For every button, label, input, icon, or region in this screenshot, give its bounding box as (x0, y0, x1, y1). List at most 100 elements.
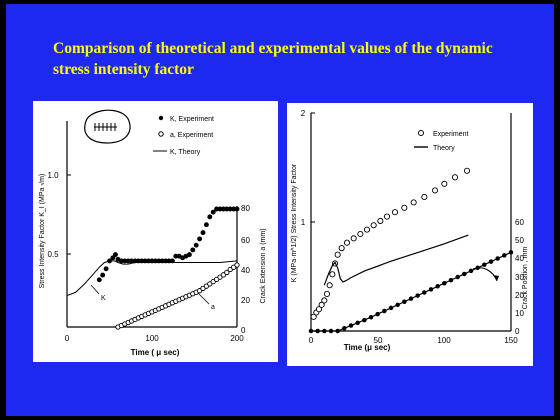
data-point-filled (402, 299, 407, 305)
data-point-filled (482, 262, 487, 267)
data-point-open (338, 245, 345, 252)
data-point-open (357, 230, 364, 238)
specimen-arrows (94, 123, 117, 131)
data-point-filled (203, 222, 209, 228)
data-point-filled (495, 256, 500, 261)
data-point-filled (468, 268, 474, 274)
data-point-filled (193, 242, 199, 248)
x-tick-label: 100 (145, 334, 159, 343)
data-point-filled (207, 214, 213, 220)
data-point-filled (110, 255, 116, 261)
data-point-open (401, 204, 408, 211)
data-point-filled (186, 252, 192, 258)
data-point-filled (435, 284, 440, 289)
legend-label: Experiment (433, 131, 468, 138)
data-point-open (350, 235, 357, 242)
curve-label-k: K (101, 295, 106, 302)
legend-marker-open (418, 130, 424, 136)
data-point-open (234, 262, 240, 268)
data-point-filled (315, 328, 320, 334)
data-point-filled (362, 317, 367, 323)
data-point-filled (96, 277, 102, 283)
data-point-filled (210, 209, 216, 215)
x-tick-label: 0 (65, 334, 70, 343)
data-point-filled (355, 320, 360, 326)
right-tick-label: 40 (241, 266, 250, 275)
data-point-open (377, 217, 384, 224)
data-point-open (334, 251, 341, 258)
data-point-filled (502, 253, 507, 258)
data-point-filled (475, 265, 480, 271)
left-chart-marks (66, 206, 240, 330)
x-tick-label: 200 (230, 334, 244, 343)
data-point-filled (408, 296, 414, 301)
x-tick-label: 50 (374, 336, 383, 345)
x-axis-label: Time ( μ sec) (131, 348, 180, 357)
data-point-open (451, 174, 459, 181)
data-point-filled (328, 328, 334, 334)
right-chart-panel: 1 2 0 10 20 30 40 50 60 0 50 100 150 Tim… (287, 103, 533, 366)
data-point-filled (415, 293, 420, 298)
data-point-filled (488, 259, 494, 264)
right-tick-label: 50 (515, 236, 524, 245)
data-point-open (315, 306, 323, 313)
right-ticks: 0 10 20 30 40 50 60 (515, 218, 524, 336)
data-point-filled (422, 290, 427, 295)
data-point-open (441, 180, 448, 187)
right-tick-label: 20 (515, 291, 524, 300)
right-chart-marks (308, 167, 514, 334)
data-point-open (329, 271, 336, 278)
curve-label-k-leader (90, 284, 100, 295)
data-point-open (321, 297, 328, 304)
data-point-open (363, 226, 371, 233)
y-tick-label: 1 (301, 218, 306, 227)
data-point-filled (375, 311, 380, 317)
left-axis-label: Stress Intensity Factor K_I (MPa √m) (38, 174, 46, 289)
data-point-open (410, 199, 417, 206)
curve-label-a: a (211, 304, 215, 311)
right-tick-label: 60 (241, 236, 250, 245)
data-point-filled (368, 314, 374, 320)
x-tick-label: 100 (437, 336, 451, 345)
data-point-filled (112, 252, 118, 258)
data-point-filled (462, 271, 467, 277)
right-tick-label: 60 (515, 218, 524, 227)
right-chart: 1 2 0 10 20 30 40 50 60 0 50 100 150 Tim… (291, 109, 529, 352)
data-point-filled (382, 308, 387, 314)
y-tick-label: 2 (301, 109, 306, 118)
y-tick-label: 0.5 (47, 250, 59, 259)
data-point-open (326, 282, 333, 289)
series-line (311, 251, 512, 332)
curve-label-a-leader (196, 291, 210, 305)
slide: Comparison of theoretical and experiment… (6, 4, 554, 416)
slide-title: Comparison of theoretical and experiment… (53, 40, 493, 78)
right-tick-label: 0 (241, 326, 246, 335)
x-axis-label: Time (μ sec) (344, 343, 391, 352)
data-point-filled (342, 326, 347, 331)
legend-label: K, Theory (170, 149, 201, 156)
series-line (66, 260, 238, 297)
x-tick-label: 0 (309, 336, 314, 345)
data-point-open (431, 187, 439, 194)
legend-label: Theory (433, 145, 455, 152)
specimen-sketch (84, 109, 131, 144)
data-point-filled (388, 305, 394, 311)
data-point-open (343, 239, 351, 246)
annotation-arrowhead (493, 275, 499, 281)
data-point-open (224, 269, 230, 276)
left-axis-label: K (MPa·m^1/2) Stress Intensity Factor (291, 163, 298, 282)
data-point-open (421, 193, 428, 200)
data-point-open (463, 167, 471, 174)
data-point-open (323, 290, 331, 297)
data-point-filled (455, 274, 460, 280)
right-tick-label: 30 (515, 273, 524, 282)
right-tick-label: 20 (241, 296, 250, 305)
data-point-filled (200, 230, 206, 236)
right-tick-label: 80 (241, 204, 250, 213)
data-point-filled (322, 328, 327, 334)
right-axis-label: Crack Position , mm (522, 247, 529, 310)
right-tick-label: 40 (515, 254, 524, 263)
data-point-filled (234, 206, 240, 212)
left-chart: 0.5 1.0 0 20 40 60 80 0 100 200 Time ( μ… (38, 109, 267, 357)
data-point-open (370, 222, 377, 229)
